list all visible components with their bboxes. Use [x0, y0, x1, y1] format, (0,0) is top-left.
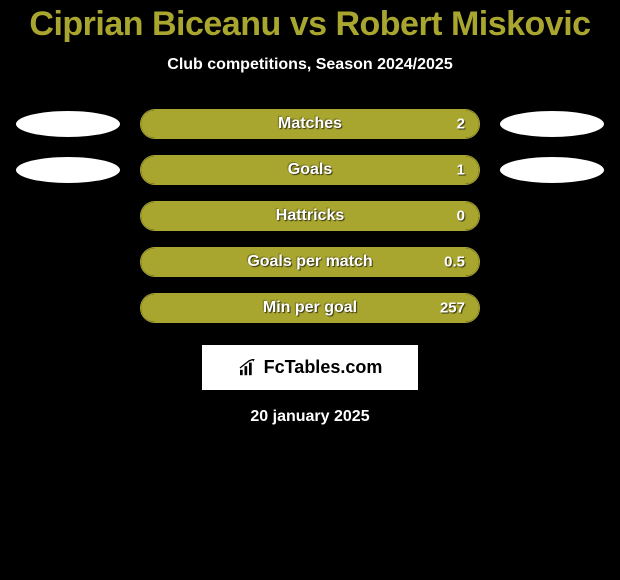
logo-text: FcTables.com: [264, 357, 383, 378]
stat-bar: Matches 2: [140, 109, 480, 139]
stat-row: Goals per match 0.5: [0, 247, 620, 277]
stat-row: Matches 2: [0, 109, 620, 139]
stat-bar: Goals 1: [140, 155, 480, 185]
stat-label: Goals: [288, 161, 332, 179]
left-ellipse: [16, 157, 120, 183]
stat-bar: Hattricks 0: [140, 201, 480, 231]
stat-row: Hattricks 0: [0, 201, 620, 231]
subtitle: Club competitions, Season 2024/2025: [0, 56, 620, 74]
logo-box[interactable]: FcTables.com: [202, 345, 418, 390]
stat-value: 1: [457, 162, 465, 179]
stat-row: Min per goal 257: [0, 293, 620, 323]
logo: FcTables.com: [238, 357, 383, 378]
stat-label: Goals per match: [247, 253, 372, 271]
right-ellipse: [500, 157, 604, 183]
comparison-widget: Ciprian Biceanu vs Robert Miskovic Club …: [0, 0, 620, 426]
chart-icon: [238, 359, 260, 377]
page-title: Ciprian Biceanu vs Robert Miskovic: [0, 5, 620, 44]
stat-value: 0: [457, 208, 465, 225]
stat-label: Hattricks: [276, 207, 344, 225]
stats-list: Matches 2 Goals 1 Hattricks 0 Goals per match 0…: [0, 109, 620, 323]
stat-label: Matches: [278, 115, 342, 133]
left-ellipse: [16, 111, 120, 137]
right-ellipse: [500, 111, 604, 137]
stat-row: Goals 1: [0, 155, 620, 185]
stat-value: 0.5: [444, 254, 465, 271]
stat-label: Min per goal: [263, 299, 357, 317]
stat-value: 257: [440, 300, 465, 317]
stat-bar: Min per goal 257: [140, 293, 480, 323]
date-label: 20 january 2025: [0, 408, 620, 426]
stat-value: 2: [457, 116, 465, 133]
stat-bar: Goals per match 0.5: [140, 247, 480, 277]
